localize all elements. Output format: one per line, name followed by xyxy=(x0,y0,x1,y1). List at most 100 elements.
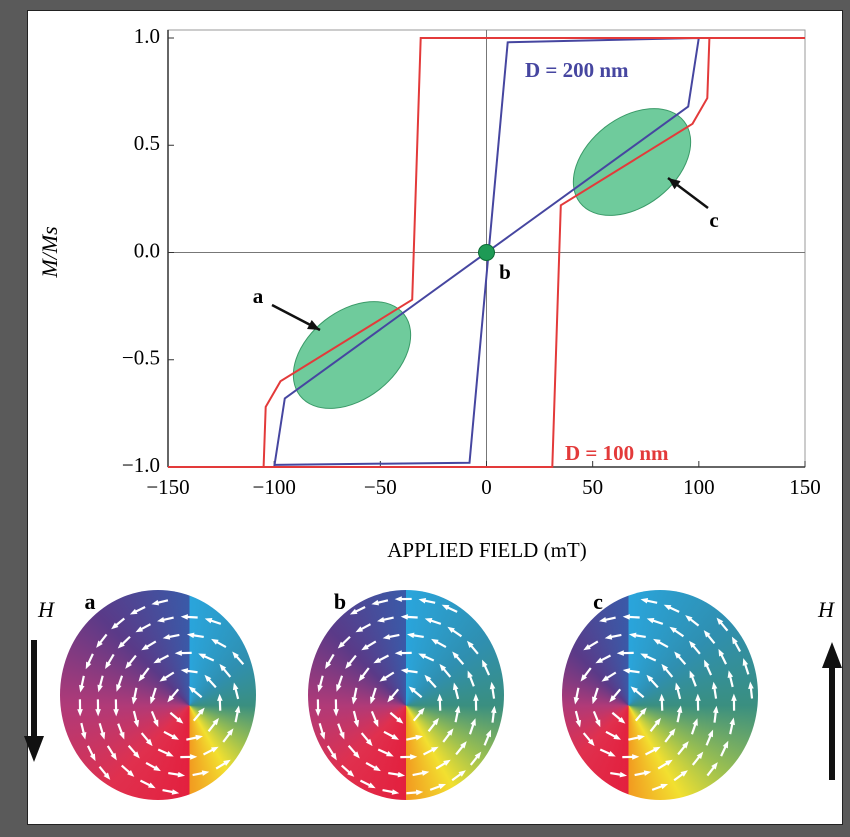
spin-arrow-head xyxy=(105,661,112,670)
spin-arrow-head xyxy=(707,729,714,738)
spin-arrow-head xyxy=(119,731,125,740)
spin-arrow-head xyxy=(674,651,681,659)
spin-arrow-head xyxy=(594,719,601,728)
spin-arrow-head xyxy=(89,753,96,762)
spin-arrow-head xyxy=(219,663,227,672)
spin-arrow-head xyxy=(466,640,474,649)
spin-arrow-head xyxy=(150,696,156,705)
spin-arrow-head xyxy=(162,634,171,640)
spin-arrow-head xyxy=(696,751,704,759)
spin-arrow-head xyxy=(682,741,689,749)
arrow-head xyxy=(307,319,320,330)
spin-arrow-head xyxy=(618,716,626,724)
spin-arrow-head xyxy=(370,696,376,705)
spin-arrow-head xyxy=(135,626,144,633)
annotation-label: c xyxy=(709,208,718,232)
spin-arrow-head xyxy=(646,618,655,624)
spin-arrow-head xyxy=(80,732,87,740)
spin-arrow-head xyxy=(653,638,661,645)
field-arrow-head xyxy=(822,642,842,668)
panel-label: c xyxy=(593,589,603,614)
spin-arrow-head xyxy=(171,789,180,795)
spin-arrow-head xyxy=(365,738,373,747)
spin-arrow-head xyxy=(616,650,624,656)
spin-arrow-head xyxy=(177,771,186,778)
spin-arrow-head xyxy=(630,686,638,694)
spin-arrow-head xyxy=(400,614,408,620)
spin-arrow-head xyxy=(599,616,607,623)
spin-arrow-head xyxy=(113,709,119,717)
spin-arrow-head xyxy=(695,693,701,701)
spin-arrow-head xyxy=(485,729,492,738)
spin-arrow-head xyxy=(668,728,676,736)
spin-arrow-head xyxy=(171,733,180,740)
spin-arrow-head xyxy=(489,681,496,690)
spin-arrow-head xyxy=(377,616,385,623)
spin-arrow-head xyxy=(133,751,140,759)
panel-label: a xyxy=(85,589,96,614)
spin-arrow-head xyxy=(452,682,459,691)
spin-arrow-head xyxy=(204,618,213,624)
point-b xyxy=(478,244,495,261)
spin-arrow-head xyxy=(660,783,669,790)
spin-field xyxy=(77,599,245,795)
spin-arrow-head xyxy=(712,705,719,714)
spin-arrow-head xyxy=(661,663,669,672)
spin-arrow-head xyxy=(437,693,443,701)
spin-arrow-head xyxy=(676,705,683,714)
spin-arrow-head xyxy=(748,681,754,689)
spin-arrow-head xyxy=(628,632,637,639)
spin-arrow-head xyxy=(639,707,647,715)
spin-arrow-head xyxy=(212,717,219,726)
x-axis-label: APPLIED FIELD (mT) xyxy=(387,538,586,562)
spin-arrow-head xyxy=(336,684,342,692)
spin-arrow-head xyxy=(234,705,241,714)
spin-arrow-head xyxy=(319,731,326,740)
spin-arrow-head xyxy=(467,670,473,679)
x-tick-label: 100 xyxy=(683,475,715,499)
spin-arrow-head xyxy=(339,731,345,740)
spin-arrow-head xyxy=(583,644,591,651)
spin-arrow-head xyxy=(111,622,119,630)
field-arrow-head xyxy=(24,736,44,762)
spin-arrow-head xyxy=(396,716,404,724)
spin-arrow-head xyxy=(718,648,725,657)
spin-arrow-head xyxy=(421,770,430,776)
x-tick-label: −50 xyxy=(364,475,397,499)
spin-arrow-head xyxy=(211,638,219,645)
spin-arrow-head xyxy=(703,630,711,638)
spin-arrow-head xyxy=(458,770,466,777)
spin-arrow-head xyxy=(685,615,693,622)
spin-arrow-head xyxy=(148,782,156,789)
spin-arrow-head xyxy=(711,681,718,690)
spin-arrow-head xyxy=(153,657,162,664)
spin-arrow-head xyxy=(232,682,239,691)
spin-arrow-head xyxy=(351,696,358,705)
spin-arrow-head xyxy=(349,608,358,615)
spin-arrow-head xyxy=(716,617,724,625)
x-tick-label: −100 xyxy=(252,475,295,499)
spin-arrow-head xyxy=(226,728,234,736)
spin-arrow-head xyxy=(368,782,376,789)
spin-arrow-head xyxy=(330,752,337,761)
spin-arrow-head xyxy=(665,759,673,766)
spin-arrow-head xyxy=(742,658,749,666)
spin-arrow-head xyxy=(333,709,339,717)
spin-arrow-head xyxy=(337,641,345,649)
spin-arrow-head xyxy=(632,754,640,760)
spin-arrow-head xyxy=(103,772,111,780)
spin-arrow-head xyxy=(131,696,138,705)
spin-arrow-head xyxy=(195,734,203,741)
spin-arrow-head xyxy=(643,770,652,776)
spin-arrow-head xyxy=(201,770,210,776)
x-tick-label: 0 xyxy=(481,475,492,499)
spin-arrow-head xyxy=(417,707,425,715)
spin-arrow-head xyxy=(669,626,677,634)
spin-arrow-head xyxy=(731,636,738,645)
spin-arrow-head xyxy=(652,746,661,753)
spin-arrow-head xyxy=(608,751,616,757)
spin-arrow-head xyxy=(188,686,196,694)
spin-arrow-head xyxy=(232,651,239,659)
